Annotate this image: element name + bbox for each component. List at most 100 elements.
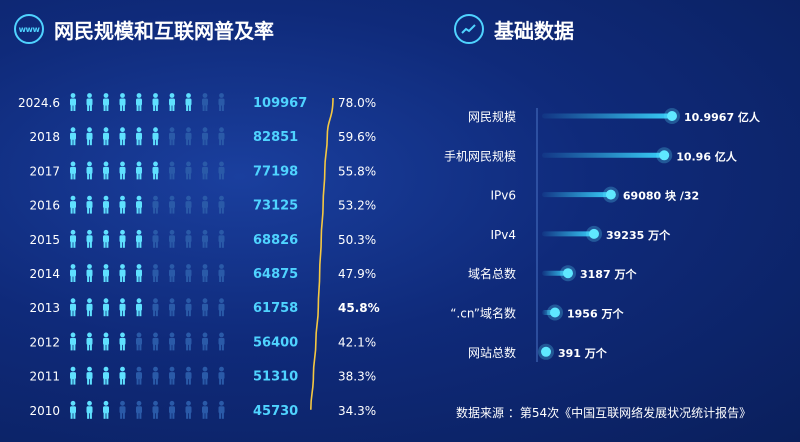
person-icon bbox=[86, 332, 93, 351]
person-icon bbox=[86, 229, 93, 248]
netizen-count-value: 45730 bbox=[253, 404, 298, 419]
left-title: 网民规模和互联网普及率 bbox=[54, 18, 274, 43]
person-icon bbox=[152, 93, 159, 111]
penetration-rate-value: 42.1% bbox=[338, 335, 376, 349]
year-label: 2014 bbox=[29, 267, 60, 281]
basic-data-category: 网民规模 bbox=[468, 109, 516, 124]
person-icon bbox=[218, 127, 225, 146]
globe-www-icon: www bbox=[14, 14, 44, 44]
person-icon bbox=[218, 195, 225, 214]
person-icon bbox=[70, 229, 76, 248]
year-label: 2017 bbox=[29, 164, 60, 178]
person-icon bbox=[169, 161, 175, 180]
person-icon bbox=[185, 332, 192, 351]
person-icon bbox=[202, 332, 208, 351]
person-icon bbox=[70, 332, 76, 351]
basic-data-category: “.cn”域名数 bbox=[450, 306, 516, 321]
person-icon bbox=[218, 366, 225, 385]
basic-data-bar bbox=[542, 270, 568, 276]
person-icon bbox=[86, 400, 93, 419]
person-icon bbox=[70, 366, 76, 385]
basic-data-category: 域名总数 bbox=[468, 266, 516, 281]
person-icon bbox=[119, 264, 126, 282]
person-icon bbox=[202, 400, 208, 419]
person-icon bbox=[119, 93, 126, 111]
penetration-rate-value: 45.8% bbox=[338, 301, 380, 315]
bar-end-dot bbox=[659, 150, 670, 161]
person-icon bbox=[136, 195, 142, 214]
person-icon bbox=[136, 332, 142, 351]
person-icon bbox=[185, 195, 192, 214]
person-icon bbox=[202, 161, 208, 180]
person-icon bbox=[202, 264, 208, 282]
person-icon bbox=[169, 366, 175, 385]
netizen-count-value: 109967 bbox=[253, 96, 307, 111]
bar-end-dot bbox=[605, 189, 616, 200]
header-right: 基础数据 bbox=[454, 14, 574, 44]
year-label: 2010 bbox=[29, 404, 60, 418]
netizen-count-value: 64875 bbox=[253, 267, 298, 282]
netizen-count-value: 61758 bbox=[253, 301, 298, 316]
basic-data-value: 10.9967 亿人 bbox=[684, 110, 761, 124]
person-icon bbox=[152, 298, 159, 317]
right-title: 基础数据 bbox=[494, 18, 574, 43]
person-icon bbox=[152, 332, 159, 351]
person-icon bbox=[169, 93, 175, 111]
person-icon bbox=[218, 400, 225, 419]
netizen-count-value: 56400 bbox=[253, 335, 298, 350]
person-icon bbox=[152, 400, 159, 419]
person-icon bbox=[136, 161, 142, 180]
basic-data-value: 1956 万个 bbox=[567, 307, 624, 321]
netizen-scale-chart: 2024.6 109967 78.0% 2018 82851 59.6% 2017 77198… bbox=[18, 93, 380, 419]
basic-data-value: 391 万个 bbox=[558, 346, 608, 360]
basic-data-value: 10.96 亿人 bbox=[676, 149, 738, 163]
person-icon bbox=[169, 229, 175, 248]
basic-data-category: IPv6 bbox=[490, 189, 516, 203]
person-icon bbox=[70, 127, 76, 146]
person-icon bbox=[86, 298, 93, 317]
penetration-rate-value: 38.3% bbox=[338, 370, 376, 384]
year-label: 2013 bbox=[29, 301, 60, 315]
person-icon bbox=[103, 229, 109, 248]
basic-data-bar bbox=[542, 113, 672, 119]
person-icon bbox=[218, 298, 225, 317]
basic-data-bar bbox=[542, 152, 665, 158]
penetration-rate-value: 55.8% bbox=[338, 164, 376, 178]
person-icon bbox=[185, 93, 192, 111]
person-icon bbox=[185, 161, 192, 180]
bar-end-dot bbox=[550, 307, 560, 318]
person-icon bbox=[152, 264, 159, 282]
bar-end-dot bbox=[589, 228, 599, 239]
person-icon bbox=[218, 264, 225, 282]
person-icon bbox=[169, 127, 175, 146]
person-icon bbox=[169, 298, 175, 317]
data-source-note: 数据来源 ：第54次《中国互联网络发展状况统计报告》 bbox=[456, 406, 752, 420]
person-icon bbox=[103, 127, 109, 146]
person-icon bbox=[70, 161, 76, 180]
person-icon bbox=[169, 400, 175, 419]
year-label: 2011 bbox=[29, 370, 60, 384]
person-icon bbox=[152, 161, 159, 180]
person-icon bbox=[169, 195, 175, 214]
person-icon bbox=[152, 229, 159, 248]
person-icon bbox=[103, 161, 109, 180]
person-icon bbox=[136, 366, 142, 385]
penetration-rate-value: 53.2% bbox=[338, 199, 376, 213]
basic-data-category: 网站总数 bbox=[468, 345, 516, 360]
person-icon bbox=[202, 195, 208, 214]
person-icon bbox=[218, 161, 225, 180]
person-icon bbox=[136, 400, 142, 419]
person-icon bbox=[86, 93, 93, 111]
person-icon bbox=[119, 298, 126, 317]
person-icon bbox=[103, 332, 109, 351]
person-icon bbox=[70, 400, 76, 419]
netizen-count-value: 77198 bbox=[253, 164, 298, 179]
netizen-count-value: 82851 bbox=[253, 130, 298, 145]
bar-end-dot bbox=[667, 111, 677, 121]
person-icon bbox=[136, 229, 142, 248]
person-icon bbox=[119, 332, 126, 351]
person-icon bbox=[86, 127, 93, 146]
person-icon bbox=[70, 195, 76, 214]
person-icon bbox=[70, 93, 76, 111]
person-icon bbox=[202, 93, 208, 111]
